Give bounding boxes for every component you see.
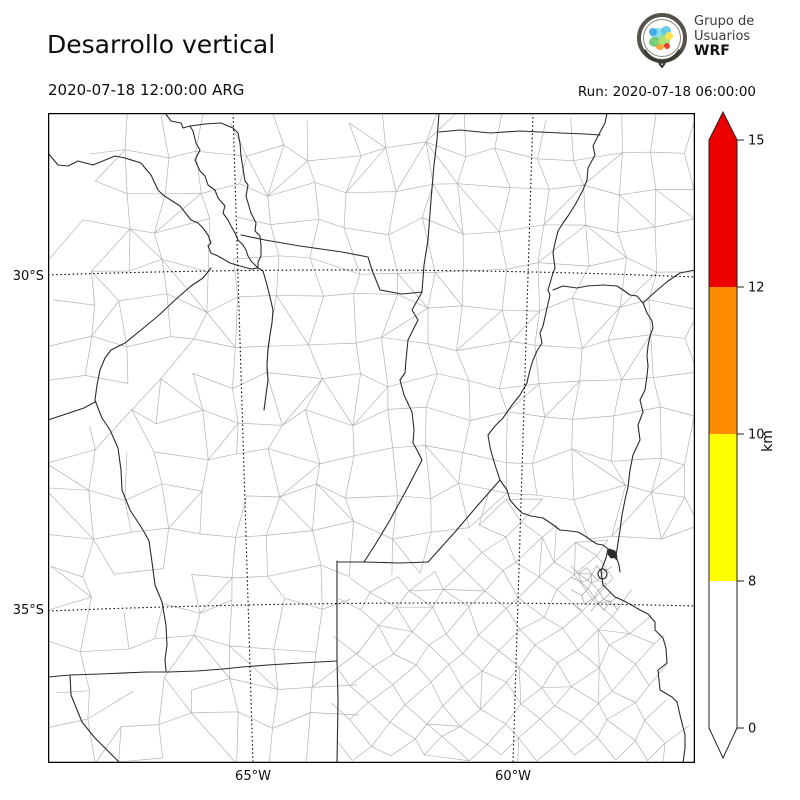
colorbar-unit-label: km (760, 430, 776, 452)
lat-label-35s: 35°S (12, 603, 44, 618)
page-title: Desarrollo vertical (47, 30, 276, 59)
colorbar-tick-label: 12 (748, 281, 765, 296)
colorbar-tick-label: 8 (748, 575, 756, 590)
province-boundaries (48, 113, 695, 763)
lon-label-60w: 60°W (495, 769, 531, 784)
wrf-users-group-logo: Grupo de Usuarios WRF (636, 8, 796, 69)
colorbar-ticks: 15 12 10 8 0 (737, 134, 765, 737)
lon-label-65w: 65°W (235, 769, 271, 784)
valid-time-label: 2020-07-18 12:00:00 ARG (48, 81, 245, 99)
logo-seal-icon (637, 13, 687, 69)
lat-label-30s: 30°S (12, 269, 44, 284)
graticule-gridlines (48, 113, 695, 763)
logo-line3: WRF (694, 43, 730, 60)
logo-text: Grupo de Usuarios WRF (694, 14, 755, 60)
colorbar-tick-label: 0 (748, 722, 756, 737)
colorbar-tick-label: 15 (748, 134, 765, 149)
map-canvas (48, 113, 695, 763)
map-frame (48, 113, 695, 763)
logo-line1: Grupo de (694, 14, 755, 29)
logo-line2: Usuarios (694, 28, 751, 44)
colorbar: 15 12 10 8 0 km (708, 110, 776, 760)
colorbar-body (708, 110, 738, 760)
department-boundaries (48, 113, 695, 763)
run-time-label: Run: 2020-07-18 06:00:00 (577, 84, 756, 100)
colorbar-tick-label: 10 (748, 428, 765, 443)
